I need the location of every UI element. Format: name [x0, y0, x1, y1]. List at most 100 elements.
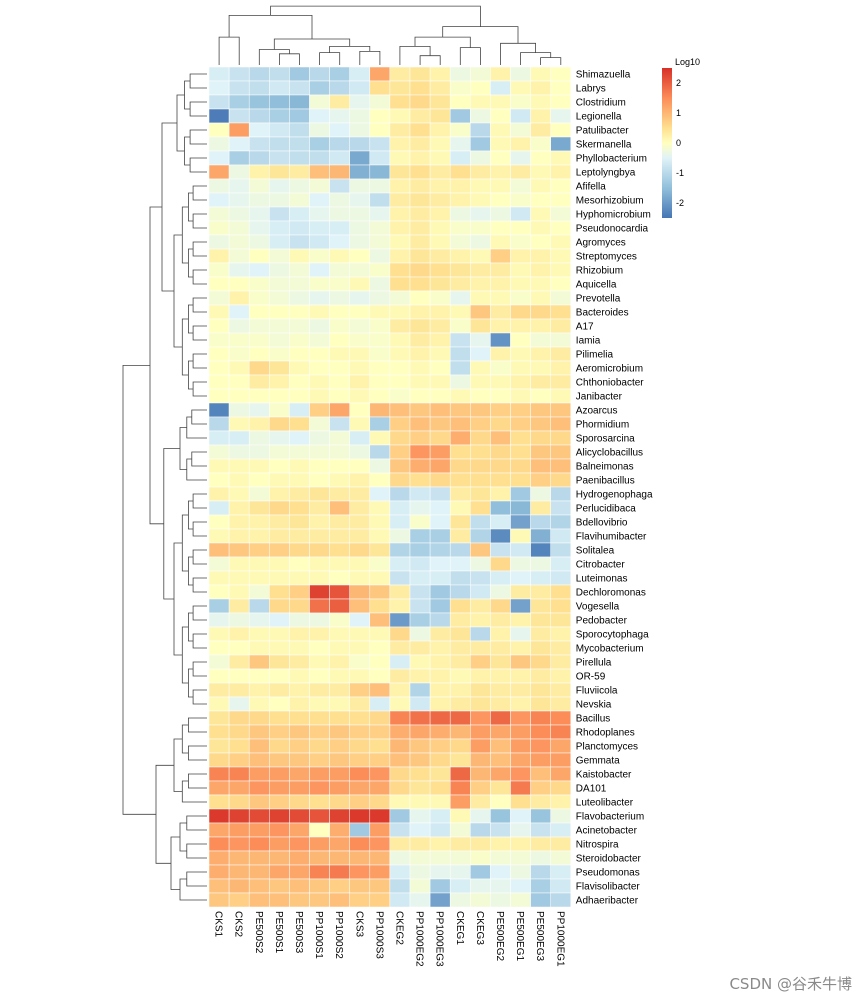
heatmap-cell — [208, 892, 230, 908]
heatmap-cell — [369, 780, 391, 796]
heatmap-cell — [309, 374, 330, 390]
heatmap-cell — [429, 416, 451, 432]
heatmap-cell — [449, 374, 471, 390]
heatmap-cell — [208, 234, 230, 250]
heatmap-cell — [369, 682, 391, 698]
heatmap-cell — [349, 178, 371, 194]
heatmap-cell — [409, 598, 431, 614]
heatmap-cell — [369, 66, 391, 82]
dendrogram-branch — [192, 689, 207, 705]
heatmap-cell — [530, 766, 551, 782]
heatmap-cell — [208, 668, 230, 684]
heatmap-cell — [389, 262, 411, 278]
legend-tick-label: 2 — [676, 78, 681, 88]
heatmap-cell — [369, 430, 391, 446]
heatmap-cell — [248, 514, 270, 530]
row-label: Pedobacter — [576, 616, 628, 627]
heatmap-cell — [449, 164, 471, 180]
heatmap-cell — [289, 892, 310, 908]
row-label: Agromyces — [576, 238, 626, 249]
heatmap-cell — [409, 514, 431, 530]
dendrogram-branch — [192, 521, 207, 537]
heatmap-cell — [389, 710, 411, 726]
heatmap-cell — [228, 668, 250, 684]
heatmap-cell — [269, 430, 290, 446]
heatmap-cell — [248, 136, 270, 152]
heatmap-cell — [208, 542, 230, 558]
dendrogram-branch — [189, 157, 207, 173]
heatmap-cell — [429, 668, 451, 684]
heatmap-cell — [490, 248, 511, 264]
heatmap-cell — [329, 584, 350, 600]
heatmap-cell — [389, 318, 411, 334]
heatmap-cell — [510, 346, 531, 362]
heatmap-cell — [530, 248, 551, 264]
heatmap-cell — [409, 136, 431, 152]
heatmap-cell — [269, 864, 290, 880]
heatmap-cell — [550, 738, 572, 754]
column-label: PE500EG2 — [494, 911, 505, 961]
heatmap-cell — [329, 598, 350, 614]
heatmap-cell — [329, 822, 350, 838]
heatmap-cell — [409, 94, 431, 110]
heatmap-cell — [550, 458, 572, 474]
heatmap-cell — [309, 276, 330, 292]
heatmap-cell — [228, 136, 250, 152]
heatmap-cell — [329, 710, 350, 726]
heatmap-cell — [389, 402, 411, 418]
heatmap-cell — [490, 136, 511, 152]
heatmap-cell — [510, 542, 531, 558]
heatmap-cell — [510, 836, 531, 852]
heatmap-cell — [490, 234, 511, 250]
heatmap-cell — [550, 752, 572, 768]
heatmap-cell — [470, 276, 491, 292]
heatmap-cell — [269, 528, 290, 544]
heatmap-cell — [530, 332, 551, 348]
heatmap-cell — [530, 724, 551, 740]
heatmap-cell — [409, 822, 431, 838]
heatmap-cell — [269, 654, 290, 670]
row-label: Pilimelia — [576, 350, 614, 361]
dendrogram-branch — [188, 500, 194, 530]
heatmap-cell — [289, 472, 310, 488]
heatmap-cell — [309, 444, 330, 460]
heatmap-cell — [550, 304, 572, 320]
dendrogram-branch — [188, 304, 194, 334]
heatmap-cell — [470, 416, 491, 432]
heatmap-cell — [289, 864, 310, 880]
heatmap-cell — [490, 94, 511, 110]
row-label: DA101 — [576, 784, 607, 795]
heatmap-cell — [309, 626, 330, 642]
heatmap-cell — [389, 682, 411, 698]
heatmap-cell — [470, 66, 491, 82]
heatmap-cell — [409, 486, 431, 502]
heatmap-cell — [289, 290, 310, 306]
heatmap-cell — [449, 836, 471, 852]
row-label: Pseudomonas — [576, 868, 640, 879]
heatmap-cell — [369, 374, 391, 390]
heatmap-cell — [369, 276, 391, 292]
heatmap-cell — [309, 108, 330, 124]
heatmap-cell — [309, 878, 330, 894]
dendrogram-branch — [279, 53, 300, 65]
dendrogram-branch — [319, 52, 341, 65]
heatmap-cell — [490, 528, 511, 544]
heatmap-cell — [510, 332, 531, 348]
heatmap-cell — [269, 220, 290, 236]
row-label: Solitalea — [576, 546, 615, 557]
heatmap-cell — [289, 276, 310, 292]
heatmap-cell — [349, 612, 371, 628]
heatmap-cell — [309, 850, 330, 866]
heatmap-cell — [349, 528, 371, 544]
heatmap-cell — [369, 94, 391, 110]
heatmap-cell — [530, 276, 551, 292]
heatmap-cell — [389, 696, 411, 712]
row-label: Bdellovibrio — [576, 518, 628, 529]
heatmap-cell — [309, 192, 330, 208]
heatmap-cell — [470, 808, 491, 824]
heatmap-cell — [208, 514, 230, 530]
heatmap-cell — [429, 892, 451, 908]
heatmap-cell — [349, 542, 371, 558]
heatmap-cell — [449, 864, 471, 880]
heatmap-cell — [510, 234, 531, 250]
